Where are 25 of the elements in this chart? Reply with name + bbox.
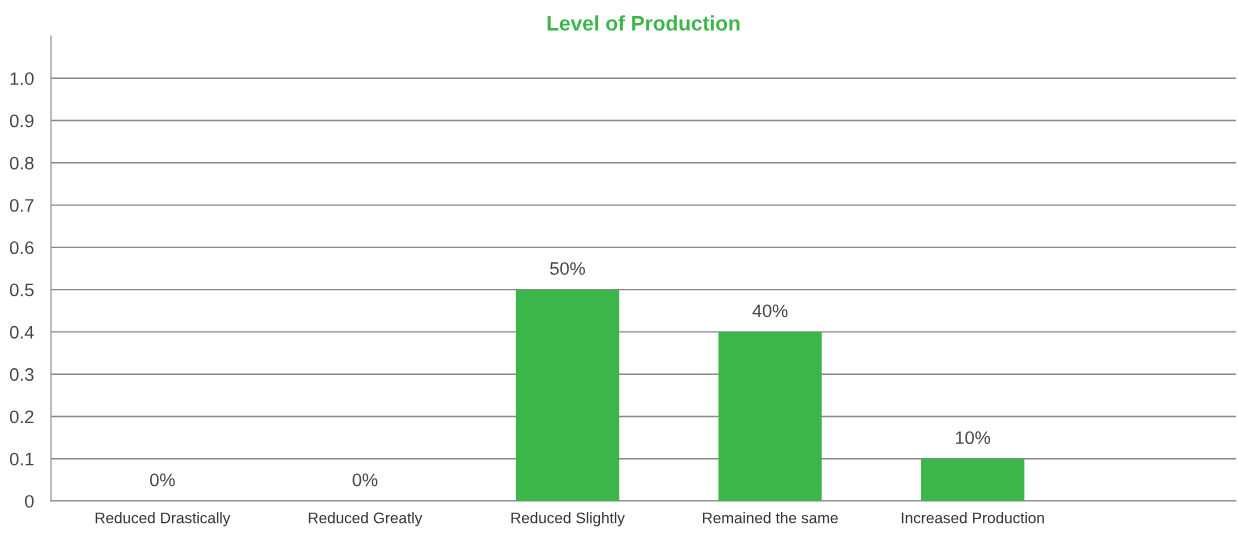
y-tick-label: 0.2 [9,410,34,424]
x-tick-label: Reduced Greatly [308,512,423,527]
y-tick-label: 0.7 [9,199,34,212]
y-tick-label: 0.3 [9,368,34,381]
chart-title: Level of Production [547,15,740,31]
data-label: 50% [550,262,585,275]
y-tick-label: 0.4 [9,325,34,339]
x-tick-label: Reduced Slightly [511,512,625,527]
x-tick-label: Reduced Drastically [95,512,231,527]
x-tick-label: Increased Production [901,512,1044,524]
y-tick-label: 0.9 [9,114,34,128]
y-tick-label: 0.5 [9,283,34,297]
bar [718,331,822,501]
data-label: 40% [752,304,788,318]
y-tick-label: 0.8 [9,156,34,170]
data-label: 10% [955,431,991,445]
data-label: 0% [150,473,175,487]
x-tick-label: Remained the same [703,512,838,524]
bar [515,289,620,501]
y-tick-label: 1.0 [10,72,34,85]
bar [921,458,1025,501]
data-label: 0% [352,473,378,487]
y-tick-label: 0.6 [9,241,34,255]
y-tick-label: 0.1 [9,452,34,466]
y-tick-label: 0 [25,494,34,508]
